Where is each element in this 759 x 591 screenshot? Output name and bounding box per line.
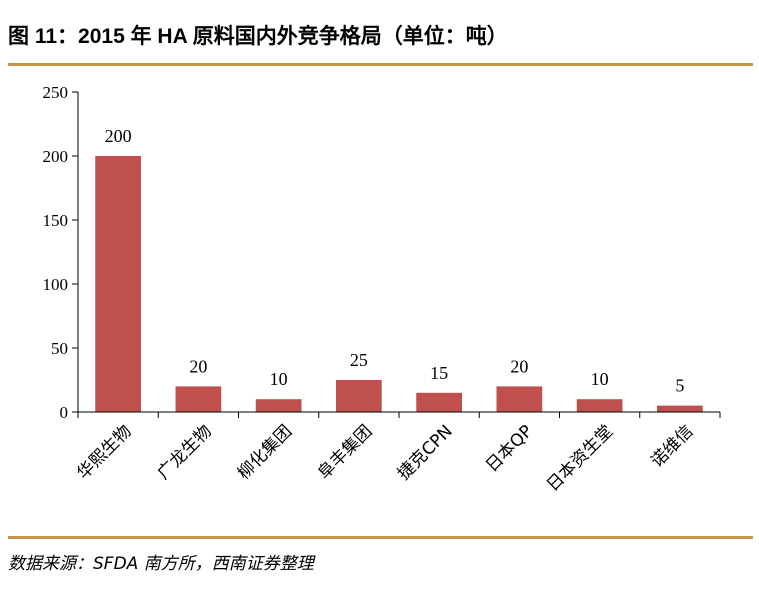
- category-label: 日本QP: [482, 421, 537, 476]
- bottom-rule: [8, 536, 753, 539]
- data-label: 5: [675, 376, 684, 396]
- y-tick-label: 100: [43, 275, 69, 294]
- chart-title: 图 11：2015 年 HA 原料国内外竞争格局（单位：吨）: [8, 25, 508, 48]
- category-label: 捷克CPN: [394, 421, 457, 484]
- data-labels: 200 20 10 25 15 20 10 5: [105, 126, 685, 396]
- y-tick-label: 250: [43, 83, 69, 102]
- bar: [657, 405, 703, 412]
- top-rule: [8, 63, 753, 66]
- bar-chart: 0 50 100 150 200 250 200 20 10 25 15 20 10 5 华熙生物 广龙生…: [43, 83, 721, 496]
- y-axis: 0 50 100 150 200 250: [43, 83, 78, 422]
- bar: [175, 386, 222, 412]
- category-label: 广龙生物: [154, 421, 216, 483]
- category-label: 阜丰集团: [314, 421, 376, 483]
- data-label: 10: [591, 369, 609, 389]
- bar: [576, 399, 623, 412]
- bar: [416, 392, 462, 412]
- category-label: 日本资生堂: [543, 421, 617, 495]
- bar: [336, 380, 382, 412]
- category-label: 诺维信: [647, 421, 697, 471]
- data-label: 15: [430, 363, 448, 383]
- bar-series: [95, 156, 703, 412]
- data-label: 20: [510, 356, 528, 376]
- y-tick-label: 0: [60, 403, 69, 422]
- y-tick-label: 150: [43, 211, 69, 230]
- bar: [255, 399, 302, 412]
- bar: [496, 386, 543, 412]
- axis-lines: [77, 92, 721, 418]
- y-tick-label: 50: [51, 339, 68, 358]
- data-label: 10: [270, 369, 288, 389]
- bar: [95, 156, 141, 412]
- category-label: 柳化集团: [234, 421, 296, 483]
- source-note: 数据来源：SFDA 南方所，西南证券整理: [8, 554, 314, 574]
- category-label: 华熙生物: [73, 421, 135, 483]
- data-label: 25: [350, 350, 368, 370]
- data-label: 200: [105, 126, 132, 146]
- data-label: 20: [189, 356, 207, 376]
- y-tick-label: 200: [43, 147, 69, 166]
- x-axis: 华熙生物 广龙生物 柳化集团 阜丰集团 捷克CPN 日本QP 日本资生堂 诺维信: [73, 421, 697, 495]
